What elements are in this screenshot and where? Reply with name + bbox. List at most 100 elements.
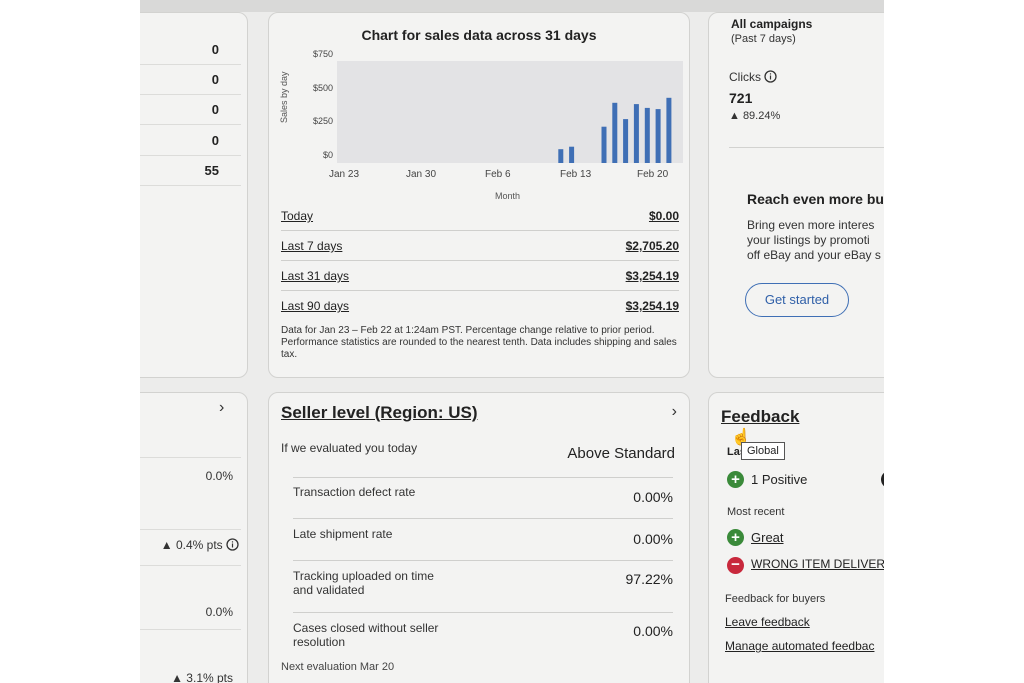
sales-period-label[interactable]: Today [281, 209, 314, 223]
chart-bar[interactable] [601, 126, 607, 163]
x-tick-label: Jan 30 [406, 169, 437, 180]
most-recent-heading: Most recent [727, 506, 785, 518]
seller-metric-label: resolution [293, 635, 346, 649]
clicks-change: ▲ 89.24% [729, 110, 781, 122]
manage-feedback-link[interactable]: Manage automated feedbac [725, 639, 875, 653]
promo-title: Reach even more bu [747, 191, 884, 207]
seller-metric-label: Cases closed without seller [293, 621, 439, 635]
minus-circle-icon: − [727, 557, 744, 574]
chart-bar[interactable] [558, 149, 564, 163]
chart-y-axis-label: Sales by day [279, 71, 289, 123]
sales-chart-card: Chart for sales data across 31 days Sale… [268, 12, 690, 378]
summary-value: 0 [140, 95, 241, 125]
feedback-item-link[interactable]: WRONG ITEM DELIVERE [751, 557, 884, 571]
screen: 0 0 0 0 55 › 0.0% ▲ 0.4% pts 0.0% ▲ 3.1%… [140, 0, 884, 683]
feedback-item-link[interactable]: Great [751, 530, 784, 545]
seller-metric-value: 0.00% [633, 623, 673, 639]
next-evaluation: Next evaluation Mar 20 [281, 661, 395, 673]
sales-period-value[interactable]: $2,705.20 [625, 239, 679, 253]
sales-period-row[interactable]: Last 90 days $3,254.19 [281, 291, 679, 321]
sales-period-row[interactable]: Today $0.00 [281, 201, 679, 231]
metric-change: ▲ 3.1% pts [171, 671, 233, 683]
metric-change-text: ▲ 0.4% pts [160, 538, 223, 552]
plus-circle-icon: + [727, 529, 744, 546]
positive-count: 1 Positive [751, 472, 808, 487]
left-summary-card: 0 0 0 0 55 [140, 12, 248, 378]
seller-metric-value: 0.00% [633, 489, 673, 505]
campaigns-title: All campaigns [731, 17, 813, 31]
divider [140, 629, 241, 630]
divider [140, 529, 241, 530]
chart-bar[interactable] [666, 97, 672, 163]
promo-body-line: your listings by promoti [747, 233, 870, 247]
chart-x-axis-label: Month [495, 191, 521, 201]
tooltip-global: Global [741, 442, 785, 460]
x-tick-label: Feb 6 [485, 169, 511, 180]
sales-period-value[interactable]: $3,254.19 [625, 299, 679, 313]
clicks-label: Clicks [729, 70, 761, 84]
leave-feedback-link[interactable]: Leave feedback [725, 615, 810, 629]
seller-metric-row: Tracking uploaded on time and validated … [293, 561, 673, 613]
chart-bar[interactable] [569, 146, 575, 163]
left-metrics-card: › 0.0% ▲ 0.4% pts 0.0% ▲ 3.1% pts [140, 392, 248, 683]
x-tick-label: Feb 20 [637, 169, 669, 180]
campaigns-card: All campaigns (Past 7 days) Clicks 721 ▲… [708, 12, 884, 378]
pointer-cursor-icon: ☝ [731, 429, 751, 446]
plus-circle-icon: + [727, 471, 744, 488]
top-bar [140, 0, 884, 12]
buyers-feedback-heading: Feedback for buyers [725, 593, 826, 605]
seller-metric-row: Late shipment rate 0.00% [293, 519, 673, 561]
chart-bar[interactable] [644, 107, 650, 163]
evaluation-value: Above Standard [567, 445, 675, 462]
seller-metric-value: 97.22% [625, 571, 673, 587]
sales-period-label[interactable]: Last 7 days [281, 239, 343, 253]
sales-period-row[interactable]: Last 7 days $2,705.20 [281, 231, 679, 261]
info-icon[interactable] [226, 538, 239, 551]
campaigns-subtitle: (Past 7 days) [731, 33, 796, 45]
evaluation-label: If we evaluated you today [281, 441, 418, 455]
metric-value: 0.0% [205, 469, 233, 483]
x-tick-label: Jan 23 [329, 169, 360, 180]
chevron-right-icon[interactable]: › [219, 399, 225, 416]
metric-value: 0.0% [205, 605, 233, 619]
divider [729, 147, 884, 148]
clicks-label-wrap: Clicks [729, 70, 777, 84]
seller-level-title[interactable]: Seller level (Region: US) [281, 403, 478, 422]
promo-body-line: off eBay and your eBay s [747, 248, 881, 262]
sales-period-value[interactable]: $3,254.19 [625, 269, 679, 283]
chart-footnote: Data for Jan 23 – Feb 22 at 1:24am PST. … [281, 325, 677, 360]
clicks-value: 721 [729, 90, 753, 106]
sales-period-row[interactable]: Last 31 days $3,254.19 [281, 261, 679, 291]
seller-metric-value: 0.00% [633, 531, 673, 547]
y-tick-label: $750 [312, 49, 333, 59]
chart-bar[interactable] [623, 119, 629, 163]
partial-icon [881, 471, 884, 488]
chart-bar[interactable] [612, 102, 618, 163]
sales-period-label[interactable]: Last 31 days [281, 269, 350, 283]
seller-metric-row: Cases closed without seller resolution 0… [293, 613, 673, 663]
seller-metric-label: and validated [293, 583, 365, 597]
sales-period-label[interactable]: Last 90 days [281, 299, 350, 313]
metric-change: ▲ 0.4% pts [161, 538, 239, 552]
y-tick-label: $500 [312, 83, 333, 93]
chart-bars [558, 97, 672, 163]
get-started-button[interactable]: Get started [745, 283, 849, 317]
y-tick-label: $0 [322, 150, 333, 160]
divider [293, 477, 673, 478]
seller-metric-label: Tracking uploaded on time [293, 569, 434, 583]
feedback-title[interactable]: Feedback [721, 407, 800, 426]
summary-value: 55 [140, 156, 241, 186]
chart-bar[interactable] [655, 109, 661, 163]
chevron-right-icon[interactable]: › [671, 403, 677, 420]
sales-period-value[interactable]: $0.00 [648, 209, 679, 223]
x-tick-label: Feb 13 [560, 169, 592, 180]
feedback-card: Feedback ☝ Las Global + 1 Positive Most … [708, 392, 884, 683]
divider [140, 457, 241, 458]
divider [140, 565, 241, 566]
chart-bar[interactable] [633, 104, 639, 163]
info-icon[interactable] [764, 70, 777, 83]
seller-metric-label: Late shipment rate [293, 527, 393, 541]
seller-metric-row: Transaction defect rate 0.00% [293, 477, 673, 519]
chart-title: Chart for sales data across 31 days [361, 27, 597, 43]
seller-metric-label: Transaction defect rate [293, 485, 416, 499]
